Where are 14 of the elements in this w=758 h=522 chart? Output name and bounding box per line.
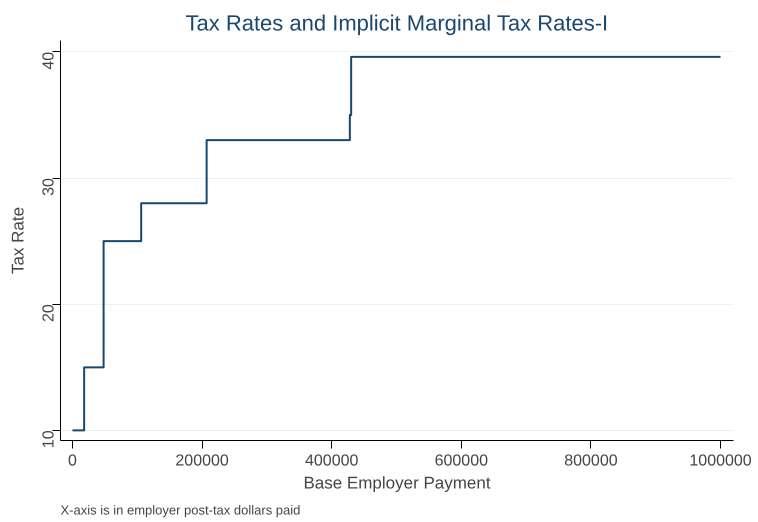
y-axis-title: Tax Rate: [8, 206, 28, 274]
x-tick-label: 200000: [175, 452, 229, 470]
y-tick-label: 10: [40, 430, 58, 448]
x-tick-label: 800000: [564, 452, 618, 470]
x-axis-title: Base Employer Payment: [303, 474, 491, 492]
text: X-axis is in employer post-tax dollars paid: [60, 502, 300, 518]
x-tick-label: 400000: [305, 452, 359, 470]
y-tick-label: 30: [40, 178, 58, 196]
x-tick-label: 0: [68, 452, 78, 470]
x-tick-label: 1000000: [689, 452, 752, 470]
chart-title: Tax Rates and Implicit Marginal Tax Rates-I: [185, 10, 608, 36]
x-tick-label: 600000: [434, 452, 488, 470]
y-tick-label: 40: [40, 52, 58, 70]
y-tick-label: 20: [40, 304, 58, 322]
